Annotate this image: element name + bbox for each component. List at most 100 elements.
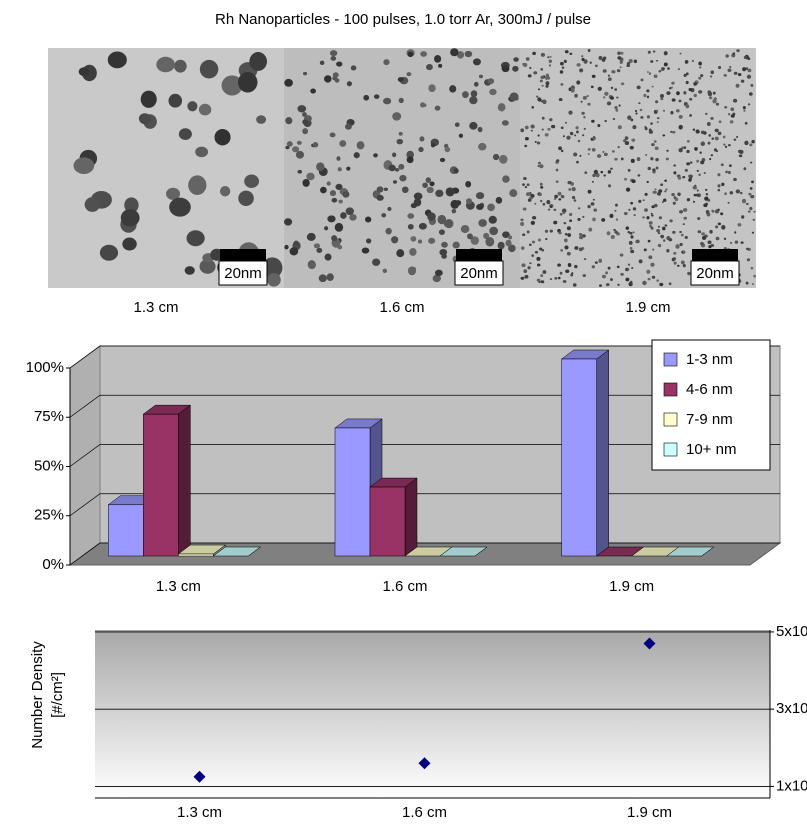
particle [417,239,423,244]
particle [720,212,724,216]
particle [688,178,692,182]
particle [729,241,733,244]
particle [642,199,645,202]
particle [686,149,690,154]
bar-side [596,349,609,557]
particle [140,90,157,108]
particle [728,144,731,147]
particle [302,178,310,187]
particle [649,224,653,228]
particle [717,208,720,211]
particle [616,265,620,269]
particle [615,108,619,112]
particle [427,212,436,221]
particle [562,279,567,283]
particle [682,175,686,179]
particle [524,274,529,279]
particle [558,198,562,201]
grid-line [69,542,780,566]
particle [673,261,677,265]
particle [520,221,525,227]
particle [335,183,343,190]
particle [650,212,653,215]
particle [383,187,389,191]
particle [699,66,702,69]
particle [478,219,487,227]
particle [668,282,672,286]
particle [617,51,621,55]
particle [541,84,544,87]
particle [334,78,340,83]
particle [646,89,650,93]
particle [656,192,662,196]
particle [627,263,631,266]
particle [673,171,677,175]
particle [138,113,151,125]
particle [715,102,720,106]
particle [742,67,747,72]
particle [522,207,527,211]
particle [422,182,428,189]
scale-bar [692,249,738,261]
particle [560,126,564,130]
particle [654,188,657,191]
particle [540,185,544,189]
particle [657,225,661,228]
particle [727,68,732,73]
particle [619,60,623,64]
particle [609,213,614,219]
particle [107,51,127,69]
particle [407,213,415,219]
point [418,757,431,770]
particle [592,217,596,222]
particle [324,253,332,261]
particle [737,223,742,227]
particle [746,258,751,262]
particle [603,174,606,177]
particle [576,160,579,164]
particle [717,184,721,188]
particle [578,247,583,252]
particle [548,59,552,63]
particle [741,198,747,204]
particle [644,208,648,212]
particle [428,237,436,244]
particle [652,50,656,53]
particle [324,226,329,231]
particle [549,229,553,233]
particle [505,239,512,247]
particle [297,169,302,174]
particle [346,166,351,171]
particle [711,137,714,140]
particle [523,62,528,68]
particle [640,116,644,119]
particle [316,162,325,172]
particle [692,200,695,203]
particle [406,150,414,159]
particle [606,101,612,106]
particle [591,74,596,78]
particle [338,199,343,204]
particle [601,274,607,279]
point [643,637,656,650]
particle [441,241,448,248]
y-axis-label: Number Density [29,641,46,749]
particle [614,106,618,110]
particle [560,195,565,199]
particle [742,106,746,110]
particle [630,201,634,205]
particle [563,221,567,225]
particle [477,126,483,133]
particle [630,249,635,254]
particle [306,172,315,181]
particle [462,91,469,99]
particle [665,157,669,161]
particle [684,168,688,172]
particle [647,239,651,243]
particle [536,256,541,261]
particle [574,93,578,98]
particle [712,91,716,95]
particle [435,189,444,198]
legend-swatch [663,352,678,367]
particle [331,235,338,242]
